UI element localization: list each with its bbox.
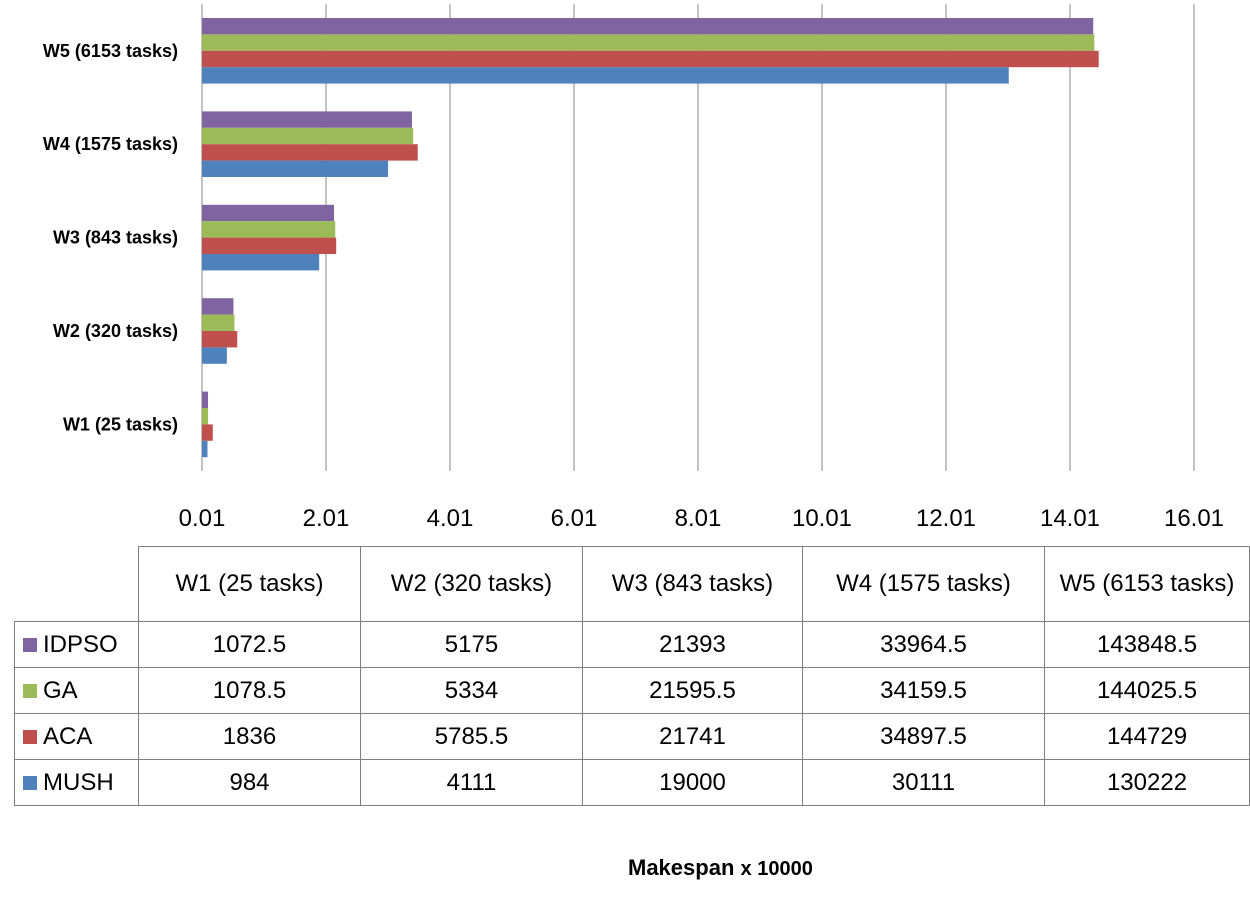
bar: [202, 34, 1095, 51]
legend-series-name: MUSH: [43, 768, 114, 796]
table-cell: 19000: [582, 759, 803, 806]
bar: [202, 331, 238, 348]
table-series-label: GA: [14, 667, 139, 714]
table-series-label: ACA: [14, 713, 139, 760]
table-row: GA 1078.5 5334 21595.5 34159.5 144025.5: [14, 667, 1250, 714]
table-corner: [14, 546, 139, 622]
bar: [202, 221, 336, 238]
x-tick-label: 0.01: [179, 505, 226, 532]
data-table: W1 (25 tasks) W2 (320 tasks) W3 (843 tasks…: [14, 546, 1250, 806]
table-cell: 5175: [360, 621, 583, 668]
bar: [202, 160, 389, 177]
legend-series-name: GA: [43, 676, 78, 704]
x-tick-label: 14.01: [1040, 505, 1100, 532]
table-cell: 5334: [360, 667, 583, 714]
category-label: W2 (320 tasks): [53, 321, 178, 341]
table-cell: 130222: [1044, 759, 1250, 806]
table-column-header: W3 (843 tasks): [582, 546, 803, 622]
table-cell: 21595.5: [582, 667, 803, 714]
category-label: W5 (6153 tasks): [43, 41, 178, 61]
x-tick-label: 10.01: [792, 505, 852, 532]
table-row: ACA 1836 5785.5 21741 34897.5 144729: [14, 713, 1250, 760]
table-series-label: IDPSO: [14, 621, 139, 668]
x-tick-label: 16.01: [1164, 505, 1224, 532]
x-tick-label: 12.01: [916, 505, 976, 532]
legend-swatch: [23, 638, 37, 653]
x-axis-title: Makespan x 10000: [628, 855, 813, 881]
table-row: MUSH 984 4111 19000 30111 130222: [14, 759, 1250, 806]
table-cell: 33964.5: [802, 621, 1045, 668]
bar: [202, 237, 337, 254]
table-cell: 143848.5: [1044, 621, 1250, 668]
bar: [202, 298, 234, 315]
bar-chart: 0.01 2.01 4.01 6.01 8.01 10.01 12.01 14.01 16.01…: [43, 4, 1224, 532]
table-column-header: W1 (25 tasks): [138, 546, 361, 622]
bar: [202, 18, 1094, 35]
table-series-label: MUSH: [14, 759, 139, 806]
category-label: W3 (843 tasks): [53, 228, 178, 248]
table-cell: 1836: [138, 713, 361, 760]
table-cell: 4111: [360, 759, 583, 806]
bar: [202, 254, 320, 271]
table-cell: 21741: [582, 713, 803, 760]
x-tick-label: 6.01: [551, 505, 598, 532]
table-cell: 144025.5: [1044, 667, 1250, 714]
bar: [202, 50, 1099, 68]
x-tick-label: 8.01: [675, 505, 722, 532]
bar: [202, 144, 418, 161]
bar: [202, 347, 227, 364]
table-column-header: W5 (6153 tasks): [1044, 546, 1250, 622]
bar: [202, 440, 208, 458]
bar: [202, 314, 235, 331]
table-cell: 34897.5: [802, 713, 1045, 760]
legend-swatch: [23, 776, 37, 791]
category-label: W1 (25 tasks): [63, 414, 178, 434]
bar: [202, 408, 209, 425]
table-column-header: W4 (1575 tasks): [802, 546, 1045, 622]
legend-swatch: [23, 684, 37, 699]
bar: [202, 111, 412, 128]
x-axis-title-text: Makespan: [628, 855, 735, 880]
x-axis-unit: x 10000: [740, 858, 813, 880]
table-cell: 21393: [582, 621, 803, 668]
bar: [202, 391, 209, 408]
table-cell: 30111: [802, 759, 1045, 806]
table-header-row: W1 (25 tasks) W2 (320 tasks) W3 (843 tasks…: [14, 546, 1250, 622]
bar: [202, 204, 335, 222]
table-cell: 34159.5: [802, 667, 1045, 714]
table-cell: 1072.5: [138, 621, 361, 668]
legend-series-name: ACA: [43, 722, 93, 750]
bar: [202, 127, 414, 145]
table-cell: 144729: [1044, 713, 1250, 760]
legend-series-name: IDPSO: [43, 630, 118, 658]
table-cell: 984: [138, 759, 361, 806]
table-column-header: W2 (320 tasks): [360, 546, 583, 622]
legend-swatch: [23, 730, 37, 745]
bar: [202, 424, 213, 441]
table-cell: 1078.5: [138, 667, 361, 714]
table-row: IDPSO 1072.5 5175 21393 33964.5 143848.5: [14, 621, 1250, 668]
bar: [202, 67, 1009, 84]
x-tick-label: 2.01: [303, 505, 350, 532]
table-cell: 5785.5: [360, 713, 583, 760]
x-tick-label: 4.01: [427, 505, 474, 532]
category-label: W4 (1575 tasks): [43, 134, 178, 154]
